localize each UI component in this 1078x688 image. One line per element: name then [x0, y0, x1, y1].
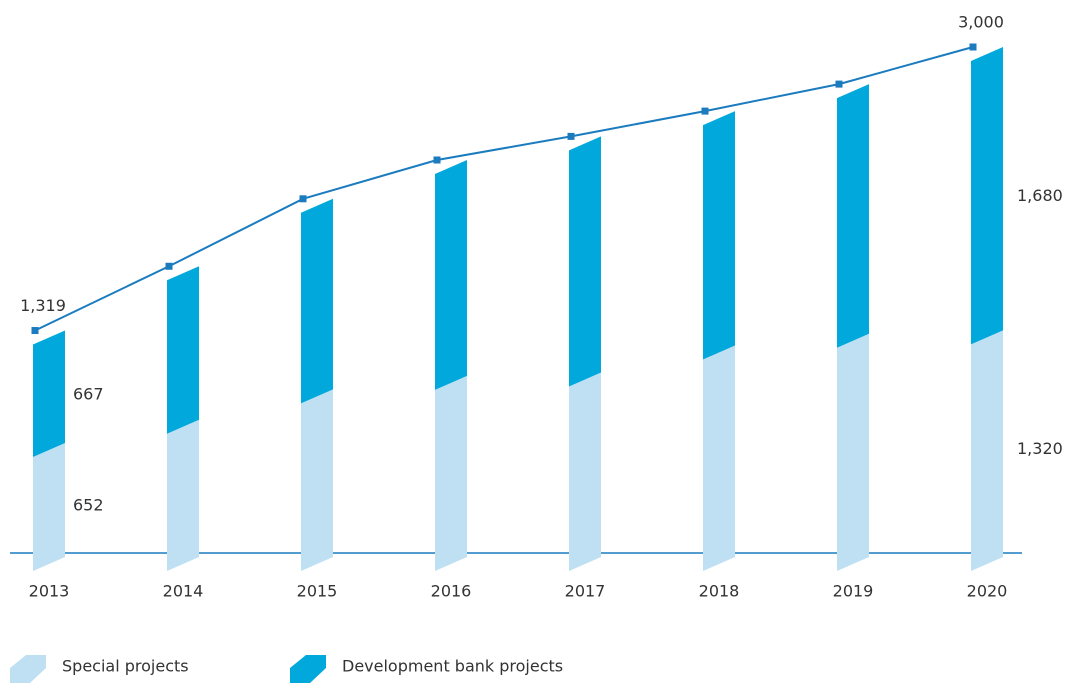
- x-tick-label: 2019: [833, 582, 874, 601]
- x-tick-label: 2014: [163, 582, 204, 601]
- bar-segment: [435, 375, 467, 571]
- total-marker: [567, 132, 575, 140]
- bar-segment: [301, 389, 333, 571]
- legend-swatch: [10, 655, 46, 683]
- bar-segment: [971, 47, 1003, 345]
- value-label: 652: [73, 496, 104, 515]
- total-marker: [969, 43, 977, 51]
- total-marker: [433, 156, 441, 164]
- x-tick-label: 2020: [967, 582, 1008, 601]
- bar-segment: [435, 160, 467, 390]
- total-marker: [31, 327, 39, 335]
- bar-segment: [837, 333, 869, 571]
- legend-label: Special projects: [62, 657, 189, 676]
- total-line: [34, 46, 974, 332]
- x-tick-label: 2016: [431, 582, 472, 601]
- x-tick-label: 2013: [29, 582, 70, 601]
- total-marker: [299, 195, 307, 203]
- legend-label: Development bank projects: [342, 657, 563, 676]
- bar-segment: [971, 330, 1003, 571]
- total-label: 3,000: [958, 13, 1004, 32]
- value-label: 1,680: [1017, 186, 1063, 205]
- bar-segment: [33, 330, 65, 458]
- value-label: 1,320: [1017, 439, 1063, 458]
- total-marker: [165, 262, 173, 270]
- total-marker: [701, 107, 709, 115]
- bar-segment: [703, 345, 735, 571]
- total-marker: [835, 80, 843, 88]
- x-tick-label: 2015: [297, 582, 338, 601]
- bar-segment: [569, 136, 601, 387]
- value-label: 667: [73, 384, 104, 403]
- bar-segment: [167, 419, 199, 571]
- bar-segment: [301, 198, 333, 404]
- x-tick-label: 2018: [699, 582, 740, 601]
- bar-segment: [167, 266, 199, 434]
- bar-segment: [569, 372, 601, 571]
- bar-segment: [703, 111, 735, 360]
- bar-segment: [837, 84, 869, 348]
- x-tick-label: 2017: [565, 582, 606, 601]
- total-label: 1,319: [20, 296, 66, 315]
- legend-swatch: [290, 655, 326, 683]
- bar-segment: [33, 443, 65, 571]
